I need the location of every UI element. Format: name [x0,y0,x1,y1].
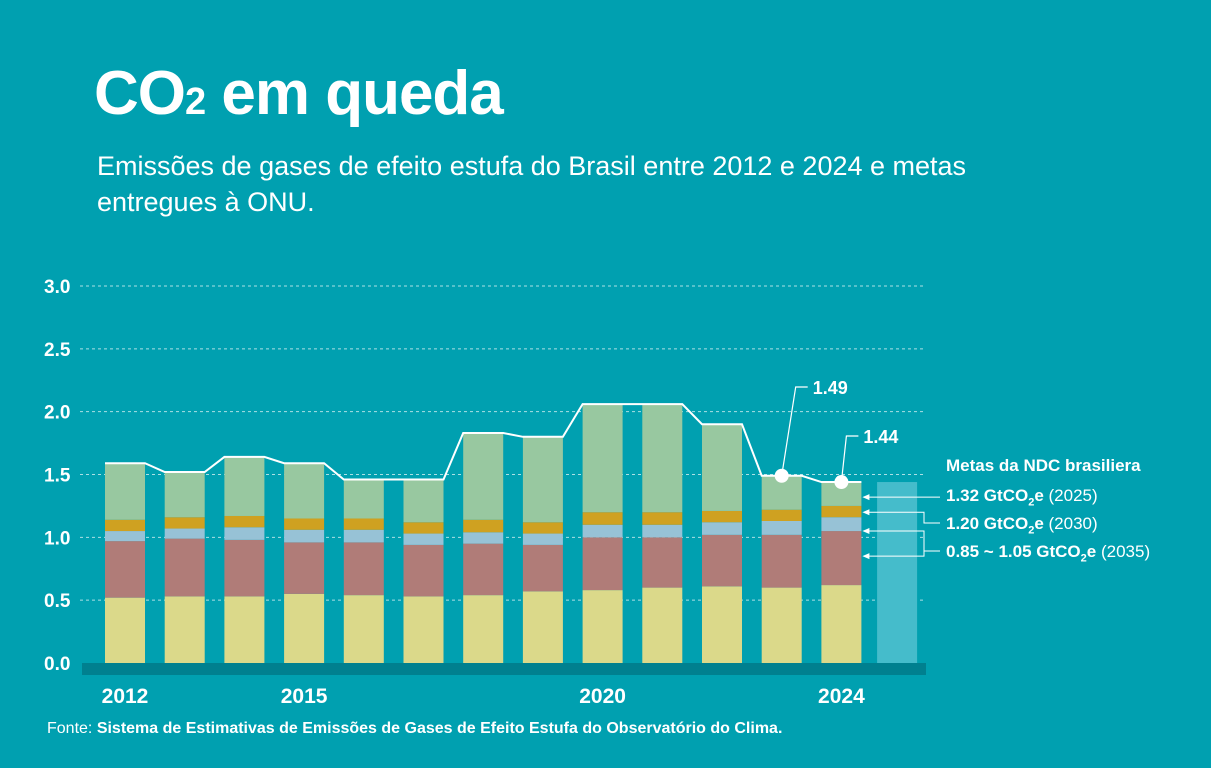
y-tick-label: 2.0 [44,403,70,424]
bar-segment-2014-s1 [224,539,265,597]
ndc-title: Metas da NDC brasiliera [946,456,1141,475]
bar-segment-2013-s1 [164,538,205,597]
bar-segment-2019-s4 [522,436,563,523]
annotation-dot [834,475,849,490]
bar-segment-2024-s2 [821,517,862,532]
x-tick-label: 2024 [818,685,865,708]
bar-segment-2012-s0 [105,597,145,663]
ndc-target-2025: 1.32 GtCO2e (2025) [946,486,1098,509]
ndc-target-2030: 1.20 GtCO2e (2030) [946,514,1098,537]
bar-segment-2018-s2 [463,532,504,544]
bar-segment-2016-s1 [343,542,384,596]
x-axis-baseline [82,663,926,675]
bar-segment-2015-s4 [284,463,325,519]
bar-segment-2014-s2 [224,527,265,540]
bar-segment-2013-s0 [164,596,205,663]
bar-segment-2023-s1 [761,534,802,588]
bar-segment-2020-s1 [582,537,623,591]
bar-segment-2014-s3 [224,515,265,528]
bar-segment-2019-s0 [522,591,563,663]
y-tick-label: 0.5 [44,591,71,612]
bar-segment-2024-s1 [821,531,862,586]
bar-segment-2021-s4 [642,404,683,513]
bar-segment-2017-s2 [403,533,444,545]
bar-segment-2024-s4 [821,482,862,506]
y-tick-label: 1.5 [44,466,71,487]
bar-segment-2022-s0 [702,586,742,663]
bar-segment-2017-s1 [403,544,444,597]
bar-segment-2020-s2 [582,524,623,538]
bar-segment-2020-s0 [582,590,623,663]
bar-segment-2022-s1 [702,534,742,587]
y-tick-label: 2.5 [44,340,71,361]
bar-segment-2012-s4 [105,463,145,520]
ndc-leader [864,551,925,557]
target-bar [877,482,918,663]
bar-segment-2020-s4 [582,404,623,513]
bar-segment-2022-s3 [702,510,742,523]
bar-segment-2016-s3 [343,518,384,530]
annotation-label: 1.44 [863,427,898,447]
bar-segment-2013-s3 [164,517,205,529]
bar-segment-2021-s3 [642,512,683,525]
ndc-arrow-icon [862,528,870,535]
ndc-leader [864,511,940,524]
bar-segment-2022-s2 [702,522,742,535]
bar-segment-2023-s3 [761,509,802,521]
ndc-arrow-icon [862,509,870,516]
page-title: CO2 em queda [94,59,504,128]
bar-segment-2014-s0 [224,596,265,663]
bar-segment-2015-s3 [284,518,325,530]
x-tick-label: 2020 [579,685,626,708]
annotation-leader [781,386,808,476]
ndc-leader [864,530,940,552]
bar-segment-2024-s3 [821,505,862,518]
bar-segment-2018-s3 [463,519,504,533]
annotation-leader [840,435,859,483]
y-tick-label: 3.0 [44,277,70,298]
y-tick-label: 1.0 [44,528,70,549]
bar-segment-2018-s4 [463,433,504,520]
bar-segment-2021-s1 [642,537,683,588]
bar-segment-2013-s2 [164,528,205,539]
bar-segment-2020-s3 [582,512,623,525]
bar-segment-2023-s2 [761,520,802,535]
bar-segment-2013-s4 [164,471,205,518]
y-tick-label: 0.0 [44,654,70,675]
bar-segment-2015-s1 [284,542,325,594]
bar-segment-2019-s3 [522,522,563,534]
bar-segment-2023-s0 [761,587,802,663]
bar-segment-2017-s4 [403,479,444,523]
bar-segment-2019-s2 [522,533,563,545]
bar-segment-2018-s0 [463,595,504,663]
bar-segment-2021-s0 [642,587,683,663]
bar-segment-2016-s0 [343,595,384,663]
bar-segment-2017-s0 [403,596,444,663]
bar-segment-2017-s3 [403,522,444,534]
bar-segment-2022-s4 [702,424,742,511]
bar-segment-2012-s2 [105,531,145,542]
annotation-label: 1.49 [813,378,848,398]
bar-segment-2012-s3 [105,519,145,532]
bar-segment-2021-s2 [642,524,683,538]
x-tick-label: 2015 [281,685,328,708]
ndc-target-2035: 0.85 ~ 1.05 GtCO2e (2035) [946,542,1151,565]
bar-segment-2012-s1 [105,541,145,598]
source-note: Fonte: Sistema de Estimativas de Emissõe… [47,720,783,737]
bar-segment-2018-s1 [463,543,504,596]
bar-segment-2019-s1 [522,544,563,592]
subtitle: Emissões de gases de efeito estufa do Br… [97,151,967,217]
annotation-dot [774,468,789,483]
bar-segment-2016-s4 [343,479,384,519]
x-tick-label: 2012 [102,685,149,708]
bar-segment-2014-s4 [224,456,265,516]
bar-segment-2015-s2 [284,529,325,543]
bar-segment-2015-s0 [284,593,325,663]
total-line [105,403,862,484]
bar-segment-2016-s2 [343,529,384,543]
bar-segment-2024-s0 [821,585,862,663]
ndc-arrow-icon [862,494,870,501]
